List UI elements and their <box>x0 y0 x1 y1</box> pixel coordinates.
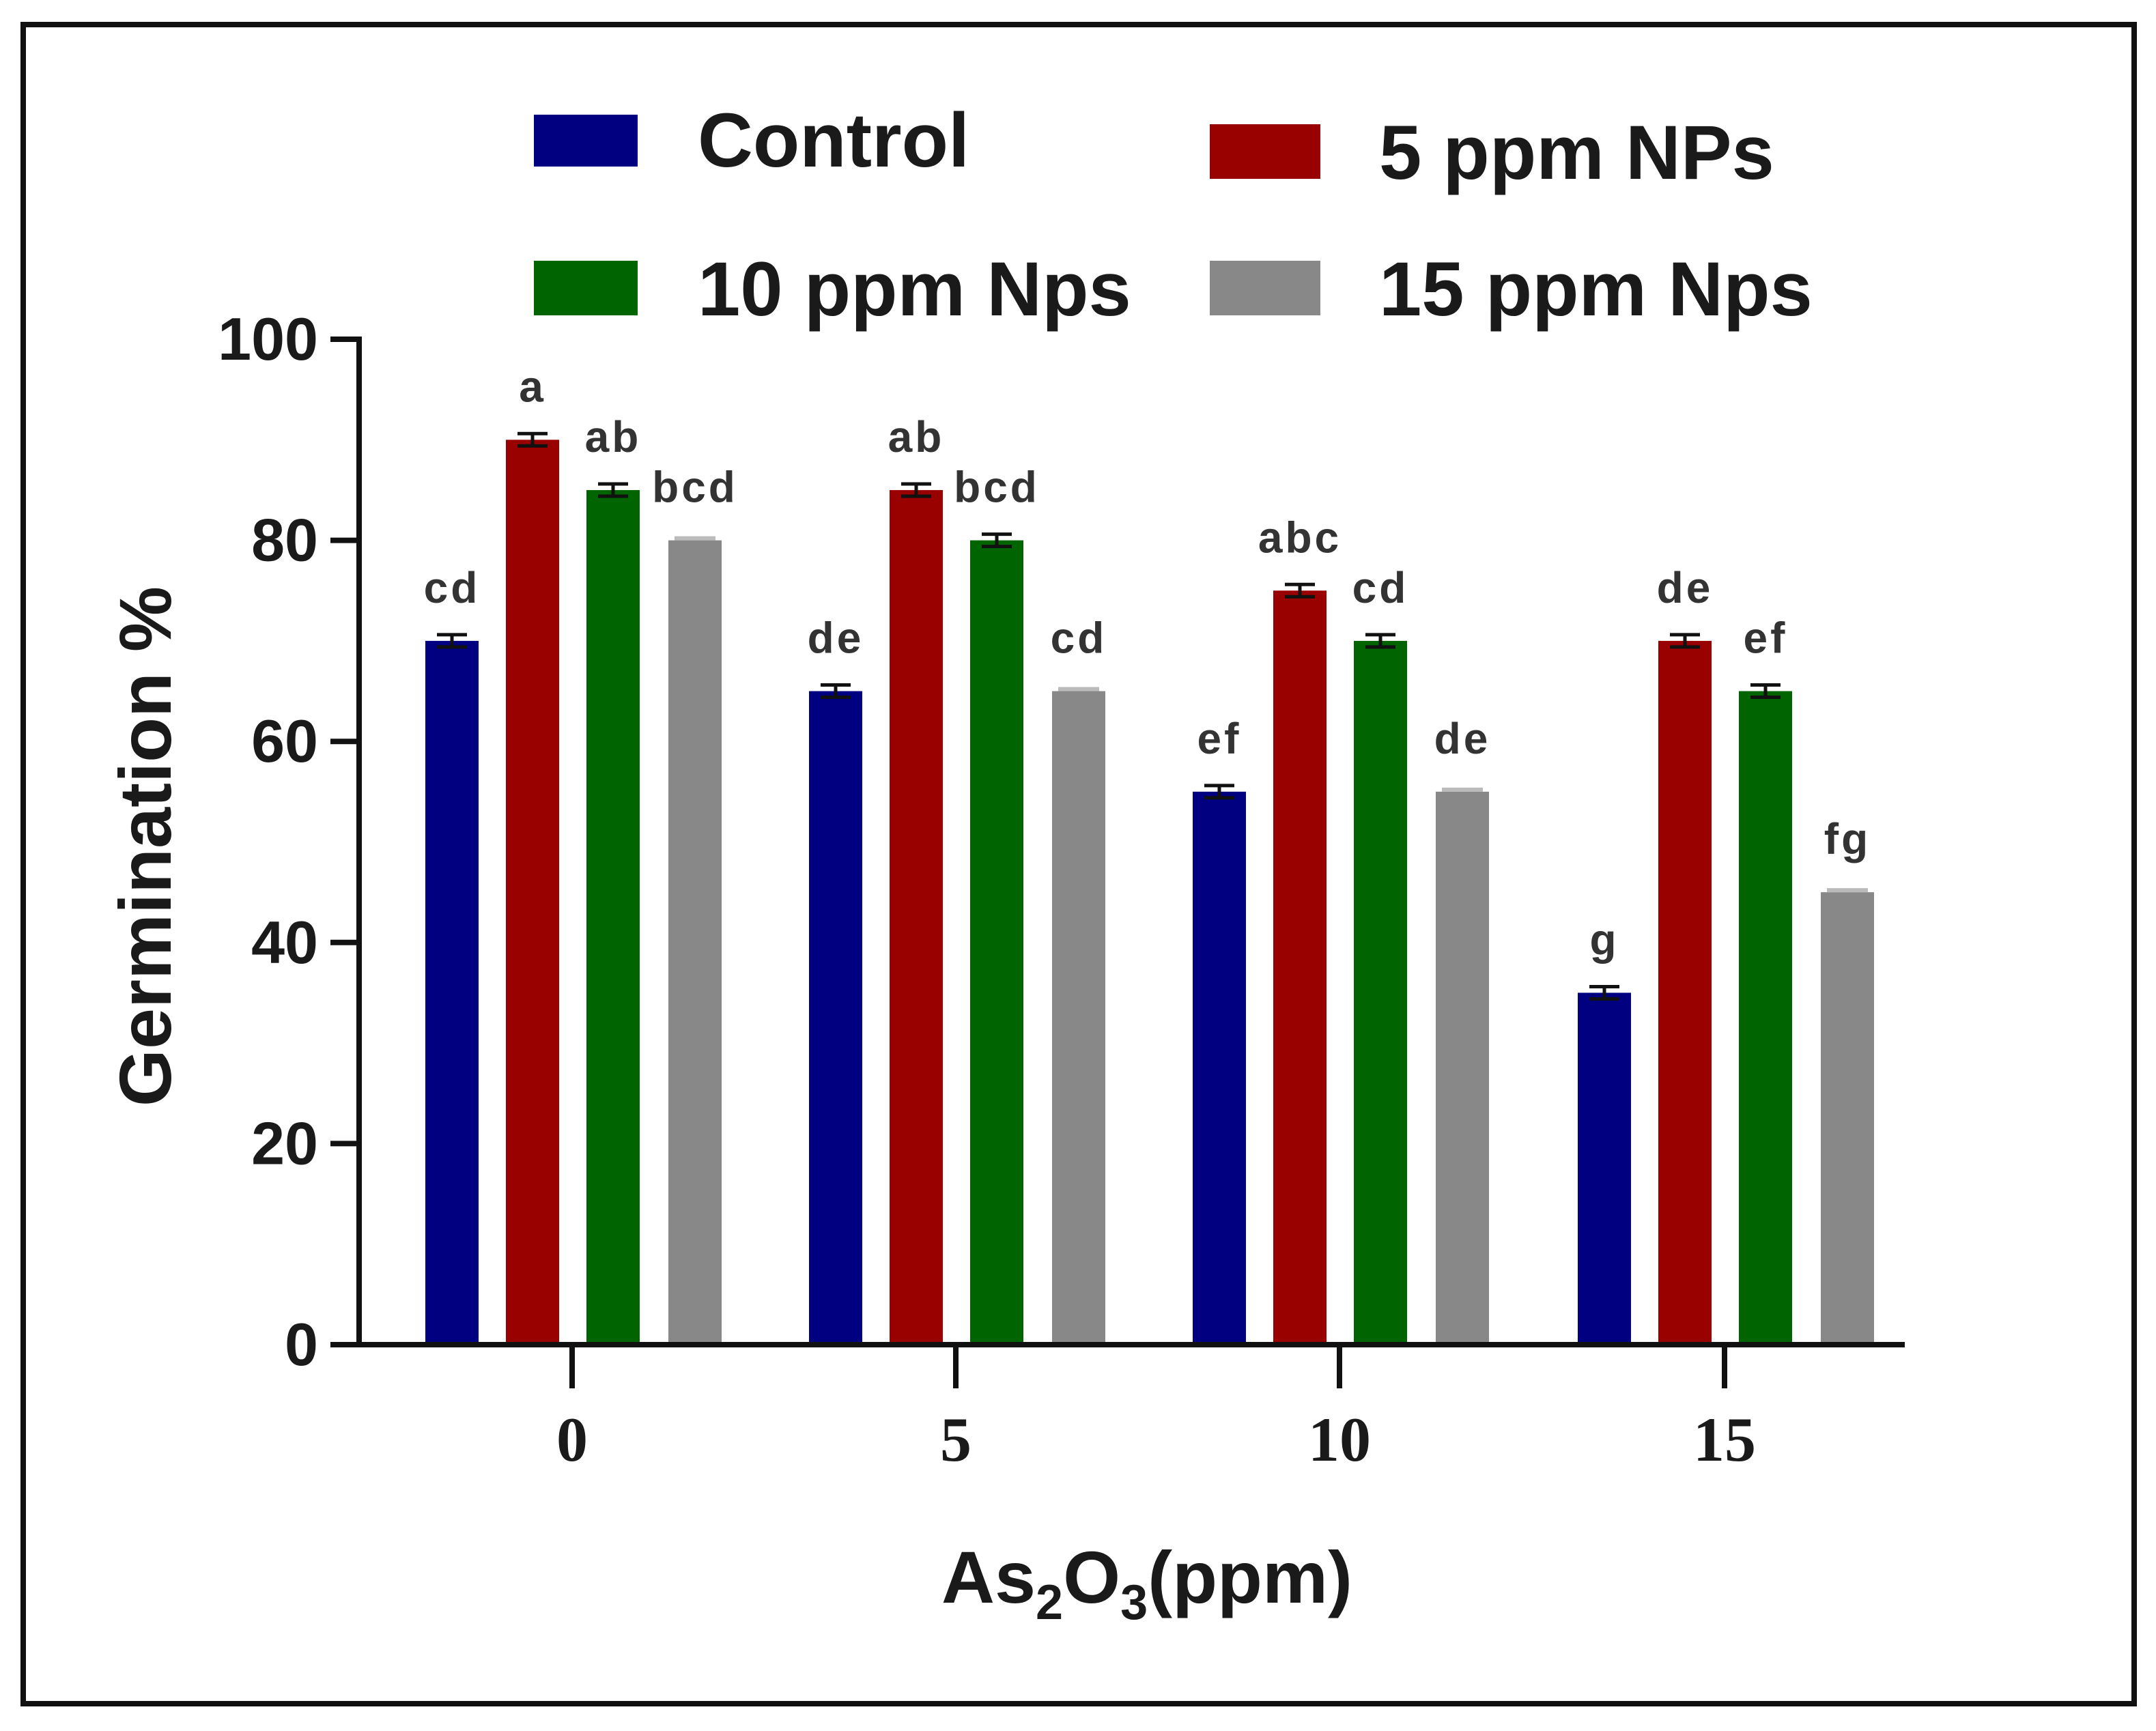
y-tick-label: 80 <box>251 506 318 574</box>
x-tick-label: 15 <box>1693 1405 1756 1474</box>
significance-label: de <box>1434 714 1491 763</box>
bar <box>1273 590 1327 1345</box>
x-axis-ticks: 0 5 10 15 <box>556 1345 1756 1474</box>
legend: Control 5 ppm NPs 10 ppm Nps 15 ppm Nps <box>534 98 1813 332</box>
bar <box>1052 691 1105 1345</box>
legend-label-15ppm: 15 ppm Nps <box>1379 246 1813 332</box>
legend-swatch-control <box>534 115 638 167</box>
y-tick-label: 0 <box>285 1311 318 1378</box>
x-tick-label: 5 <box>940 1405 971 1474</box>
x-tick-label: 10 <box>1308 1405 1371 1474</box>
y-tick-label: 60 <box>251 707 318 775</box>
y-axis-ticks: 0 20 40 60 80 100 <box>218 305 359 1378</box>
significance-label: fg <box>1824 814 1871 863</box>
significance-label: g <box>1589 915 1619 964</box>
y-axis-title: Germination % <box>104 586 186 1106</box>
bar <box>809 691 862 1345</box>
legend-swatch-10ppm <box>534 261 638 315</box>
x-axis-title-o: O <box>1063 1536 1120 1618</box>
significance-label: cd <box>1051 614 1107 663</box>
x-axis-title-as: As <box>941 1536 1036 1618</box>
bar <box>1578 992 1631 1345</box>
x-axis-title-unit: (ppm) <box>1148 1536 1352 1618</box>
bar <box>1354 640 1407 1345</box>
bar <box>1436 791 1489 1345</box>
bar <box>1193 791 1246 1345</box>
y-tick-label: 40 <box>251 909 318 976</box>
significance-label: ef <box>1197 714 1242 763</box>
significance-label: ab <box>888 412 945 461</box>
bar <box>970 540 1023 1345</box>
significance-label: cd <box>1352 563 1409 612</box>
y-tick-label: 20 <box>251 1109 318 1177</box>
bar <box>668 540 722 1345</box>
significance-label: de <box>1657 563 1714 612</box>
bar <box>425 640 479 1345</box>
significance-label: de <box>808 614 864 663</box>
bar <box>1658 640 1712 1345</box>
x-axis-title: As2O3(ppm) <box>941 1536 1352 1630</box>
x-axis-title-sub1: 2 <box>1036 1575 1063 1630</box>
significance-label: ef <box>1744 614 1788 663</box>
legend-label-5ppm: 5 ppm NPs <box>1379 110 1774 195</box>
significance-label: abc <box>1258 513 1342 562</box>
bar <box>890 489 943 1345</box>
significance-label: ab <box>585 412 642 461</box>
significance-label: cd <box>424 563 481 612</box>
x-tick-label: 0 <box>556 1405 588 1474</box>
y-tick-label: 100 <box>218 305 318 373</box>
significance-label: bcd <box>954 463 1040 512</box>
significance-label: a <box>519 362 546 411</box>
significance-label: bcd <box>652 463 738 512</box>
bar <box>1739 691 1792 1345</box>
legend-label-control: Control <box>698 98 969 183</box>
x-axis-title-sub2: 3 <box>1120 1575 1148 1630</box>
legend-swatch-5ppm <box>1210 124 1320 179</box>
legend-swatch-15ppm <box>1210 261 1320 315</box>
bar <box>1821 892 1874 1345</box>
legend-label-10ppm: 10 ppm Nps <box>698 246 1131 332</box>
bar <box>586 489 640 1345</box>
bar <box>506 440 559 1345</box>
